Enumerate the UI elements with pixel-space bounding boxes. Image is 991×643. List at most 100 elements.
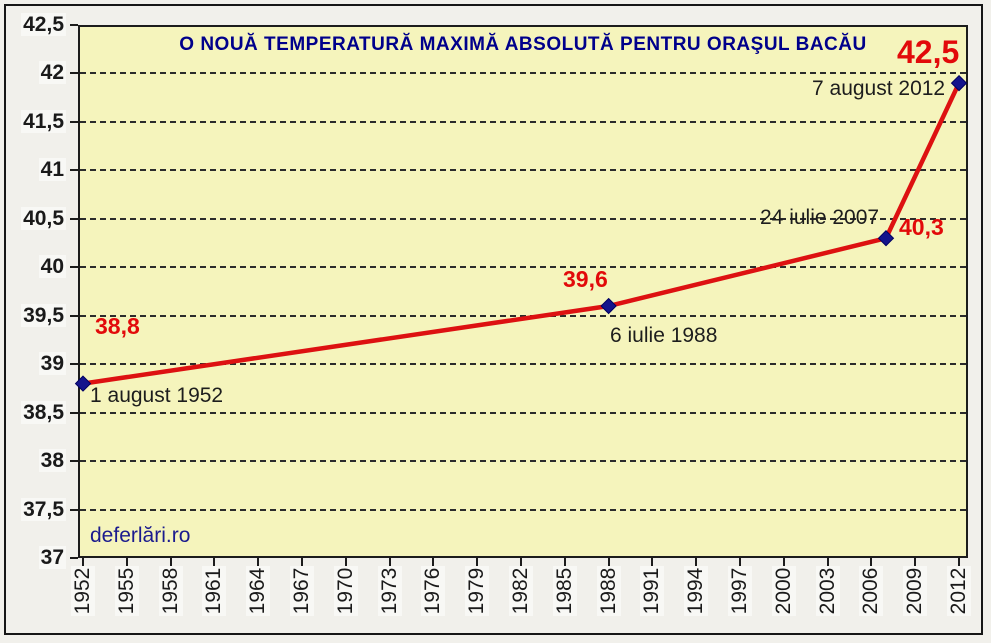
y-axis-label: 41 <box>2 158 66 182</box>
y-axis-label-text: 41 <box>38 158 66 182</box>
x-axis-label-text: 1952 <box>71 565 95 617</box>
x-axis-label-text: 1958 <box>158 565 183 617</box>
x-axis-tick <box>563 558 566 566</box>
x-axis-tick <box>301 558 303 566</box>
x-axis-label: 1997 <box>717 565 763 617</box>
x-axis-label: 2000 <box>761 565 807 617</box>
y-axis-label: 37,5 <box>2 497 66 522</box>
y-axis-label: 37 <box>2 546 66 570</box>
y-gridline <box>80 460 966 463</box>
y-axis-label-text: 39 <box>38 352 66 376</box>
x-axis-tick <box>826 558 829 566</box>
x-axis-label: 1985 <box>542 565 588 617</box>
y-axis-label-text: 39,5 <box>21 303 66 327</box>
y-axis-label: 42 <box>2 61 66 85</box>
y-axis-tick <box>70 508 78 511</box>
x-axis-label-text: 1997 <box>728 565 752 617</box>
x-axis-tick <box>607 558 610 566</box>
y-axis-label-text: 40,5 <box>21 206 66 230</box>
x-axis-label: 2006 <box>848 565 894 617</box>
value-label: 39,6 <box>563 266 608 292</box>
y-axis-tick <box>70 266 78 269</box>
y-axis-label-text: 38 <box>38 449 66 473</box>
y-axis-tick <box>70 460 78 463</box>
plot-area <box>78 25 968 558</box>
y-axis-label: 39,5 <box>2 303 66 328</box>
x-axis-tick <box>82 558 84 566</box>
y-gridline <box>80 314 966 317</box>
y-axis-tick <box>70 557 78 559</box>
x-axis-label-text: 1991 <box>640 565 665 617</box>
x-axis-tick <box>169 558 172 566</box>
y-gridline <box>80 266 966 269</box>
y-gridline <box>80 508 966 511</box>
y-gridline <box>80 169 966 172</box>
y-axis-label: 42,5 <box>2 13 66 37</box>
x-axis-tick <box>739 558 741 566</box>
x-axis-label-text: 1988 <box>596 565 621 617</box>
x-axis-tick <box>125 558 128 566</box>
x-axis-label-text: 2006 <box>859 565 884 617</box>
y-axis-tick <box>70 169 78 172</box>
y-axis-label-text: 41,5 <box>21 109 66 133</box>
date-label: 1 august 1952 <box>90 384 224 407</box>
x-axis-tick <box>695 558 698 566</box>
x-axis-label: 1970 <box>323 565 369 617</box>
x-axis-label-text: 2009 <box>903 565 928 617</box>
date-label: 24 iulie 2007 <box>760 206 880 229</box>
y-axis-label: 38,5 <box>2 400 66 425</box>
x-axis-label: 1979 <box>454 565 500 617</box>
y-axis-label: 40,5 <box>2 206 66 231</box>
x-axis-tick <box>432 558 435 566</box>
x-axis-label: 1976 <box>410 565 456 617</box>
x-axis-label-text: 2012 <box>947 565 971 617</box>
x-axis-label: 2012 <box>936 565 982 617</box>
x-axis-label: 1952 <box>60 565 106 617</box>
x-axis-label-text: 1973 <box>377 565 402 617</box>
y-axis-tick <box>70 411 78 414</box>
x-axis-label: 2003 <box>805 565 851 617</box>
x-axis-tick <box>213 558 216 566</box>
value-label: 42,5 <box>897 34 960 70</box>
x-axis-label-text: 1955 <box>114 565 139 617</box>
x-axis-tick <box>958 558 960 566</box>
x-axis-label-text: 1964 <box>246 565 271 617</box>
x-axis-tick <box>476 558 479 566</box>
y-gridline <box>80 363 966 366</box>
y-axis-tick <box>70 363 78 366</box>
chart-title: O NOUĂ TEMPERATURĂ MAXIMĂ ABSOLUTĂ PENTR… <box>179 34 867 55</box>
x-axis-label-text: 1979 <box>465 565 490 617</box>
y-axis-label: 40 <box>2 255 66 279</box>
y-axis-label-text: 37 <box>38 546 66 569</box>
x-axis-label: 1961 <box>191 565 237 617</box>
y-axis-label-text: 37,5 <box>21 497 66 521</box>
x-axis-tick <box>344 558 347 566</box>
y-axis-label-text: 38,5 <box>21 400 66 424</box>
x-axis-tick <box>520 558 522 566</box>
y-axis-tick <box>70 314 78 317</box>
x-axis-label: 2009 <box>892 565 938 617</box>
y-axis-label: 39 <box>2 352 66 376</box>
y-axis-label: 38 <box>2 449 66 473</box>
x-axis-label-text: 1970 <box>333 565 358 617</box>
date-label: 6 iulie 1988 <box>610 324 718 347</box>
y-gridline <box>80 72 966 75</box>
x-axis-label-text: 1994 <box>684 565 709 617</box>
x-axis-label: 1958 <box>148 565 194 617</box>
y-axis-label: 41,5 <box>2 109 66 134</box>
x-axis-label-text: 2003 <box>815 565 840 617</box>
x-axis-label-text: 1982 <box>509 565 533 617</box>
x-axis-label: 1967 <box>279 565 325 617</box>
x-axis-tick <box>257 558 260 566</box>
x-axis-label: 1988 <box>586 565 632 617</box>
x-axis-tick <box>782 558 785 566</box>
y-axis-label-text: 42 <box>38 61 66 85</box>
x-axis-label: 1955 <box>104 565 150 617</box>
watermark-text: deferlări.ro <box>90 524 191 547</box>
x-axis-label-text: 2000 <box>771 565 796 617</box>
x-axis-label: 1964 <box>235 565 281 617</box>
x-axis-label: 1991 <box>629 565 675 617</box>
y-axis-label-text: 40 <box>38 255 66 279</box>
x-axis-tick <box>870 558 873 566</box>
